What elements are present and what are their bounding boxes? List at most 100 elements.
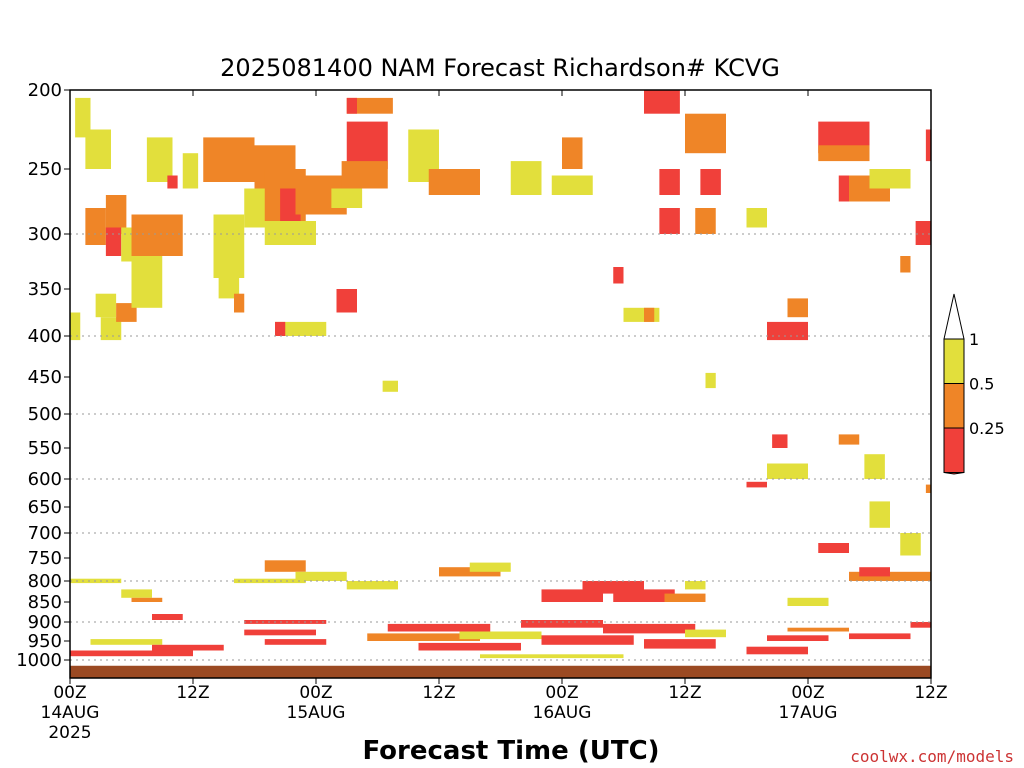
heatmap-cell (787, 597, 829, 606)
heatmap-cell (869, 169, 911, 189)
heatmap-cell (644, 307, 655, 322)
heatmap-cell (234, 293, 245, 313)
heatmap-cell (603, 623, 696, 634)
heatmap-cell (428, 169, 480, 195)
heatmap-cell (167, 175, 178, 189)
heatmap-cell (70, 650, 193, 657)
heatmap-cell (105, 195, 127, 234)
heatmap-cell (275, 321, 327, 336)
heatmap-cell (644, 639, 716, 649)
heatmap-cell (869, 501, 890, 528)
heatmap-cell (838, 434, 860, 445)
heatmap-cell (541, 635, 634, 645)
heatmap-cell (418, 642, 521, 651)
heatmap-cell (264, 560, 306, 572)
heatmap-cell (746, 481, 767, 488)
heatmap-cell (105, 227, 122, 256)
heatmap-cell (75, 97, 91, 138)
x-tick-date: 14AUG (41, 703, 100, 723)
heatmap-cell (787, 627, 849, 632)
y-tick-label: 950 (28, 631, 62, 652)
colorbar-over-arrow (943, 293, 965, 340)
colorbar-label: 1 (969, 330, 979, 349)
y-tick-label: 900 (28, 612, 62, 633)
heatmap-cell (659, 208, 680, 234)
y-tick-label: 600 (28, 469, 62, 490)
x-tick-label: 00Z (545, 683, 578, 703)
heatmap-cell (551, 175, 593, 195)
heatmap-cell (613, 267, 624, 284)
heatmap-cell (295, 571, 347, 581)
heatmap-cell (346, 581, 398, 590)
heatmap-cell (469, 562, 511, 572)
heatmap-cell (203, 137, 255, 182)
heatmap-cell (767, 635, 829, 641)
x-tick-label: 00Z (53, 683, 86, 703)
heatmap-cell (95, 293, 117, 318)
heatmap-cell (131, 597, 163, 602)
colorbar-segment (943, 427, 965, 473)
heatmap-cell (746, 208, 767, 228)
heatmap-cell (131, 261, 163, 308)
heatmap-cell (121, 589, 152, 598)
heatmap-cell (787, 298, 808, 318)
y-tick-label: 850 (28, 592, 62, 613)
colorbar-label: 0.5 (969, 375, 994, 394)
heatmap-cell (915, 221, 931, 245)
colorbar: 1 0.5 0.25 (943, 293, 1005, 475)
x-axis-label: Forecast Time (UTC) (362, 736, 659, 766)
heatmap-cell (510, 161, 542, 195)
heatmap-cell (613, 589, 675, 602)
y-axis: 200 250 300 350 400 450 500 550 600 650 700 7508008… (16, 80, 70, 671)
heatmap-cell (700, 169, 721, 195)
surface-band (70, 665, 931, 678)
y-tick-label: 200 (28, 80, 62, 101)
x-tick-label: 12Z (176, 683, 209, 703)
heatmap-cell (70, 312, 81, 341)
heatmap-cell (925, 484, 931, 493)
heatmap-cell (90, 639, 163, 645)
plot-background (70, 90, 931, 678)
y-tick-label: 350 (28, 279, 62, 300)
colorbar-segment (943, 383, 965, 429)
heatmap-cell (218, 256, 240, 299)
heatmap-cell (849, 633, 911, 640)
heatmap-cell (346, 97, 393, 114)
heatmap-cell (705, 372, 716, 389)
heatmap-cell (772, 434, 788, 448)
x-tick-date: 17AUG (779, 703, 838, 723)
heatmap-cell (685, 581, 706, 590)
heatmap-cell (85, 129, 111, 169)
heatmap-cell (746, 646, 808, 655)
x-tick-date: 15AUG (287, 703, 346, 723)
colorbar-under-arrow (943, 472, 965, 475)
x-tick-label: 00Z (299, 683, 332, 703)
heatmap-cell (264, 639, 327, 645)
heatmap-cell (152, 644, 224, 651)
heatmap-cell (480, 654, 624, 659)
y-tick-label: 650 (28, 497, 62, 518)
colorbar-label: 0.25 (969, 419, 1005, 438)
heatmap-cell (910, 622, 931, 628)
heatmap-cell (387, 623, 491, 632)
heatmap-cell (685, 113, 726, 154)
heatmap-cell (459, 631, 542, 640)
plot-frame (69, 89, 932, 679)
heatmap-cell (100, 317, 122, 341)
heatmap-cell (275, 321, 286, 336)
heatmap-cell (367, 633, 480, 641)
heatmap-cell (900, 533, 921, 556)
y-tick-label: 500 (28, 404, 62, 425)
heatmap-cell (859, 567, 890, 577)
x-tick-label: 12Z (422, 683, 455, 703)
heatmap-cell (562, 137, 583, 169)
y-tick-label: 550 (28, 438, 62, 459)
heatmap-cell (341, 161, 388, 189)
x-tick-date: 16AUG (533, 703, 592, 723)
heatmap-cell (382, 380, 398, 392)
heatmap-cell (925, 129, 931, 162)
y-tick-label: 450 (28, 367, 62, 388)
y-tick-label: 800 (28, 571, 62, 592)
